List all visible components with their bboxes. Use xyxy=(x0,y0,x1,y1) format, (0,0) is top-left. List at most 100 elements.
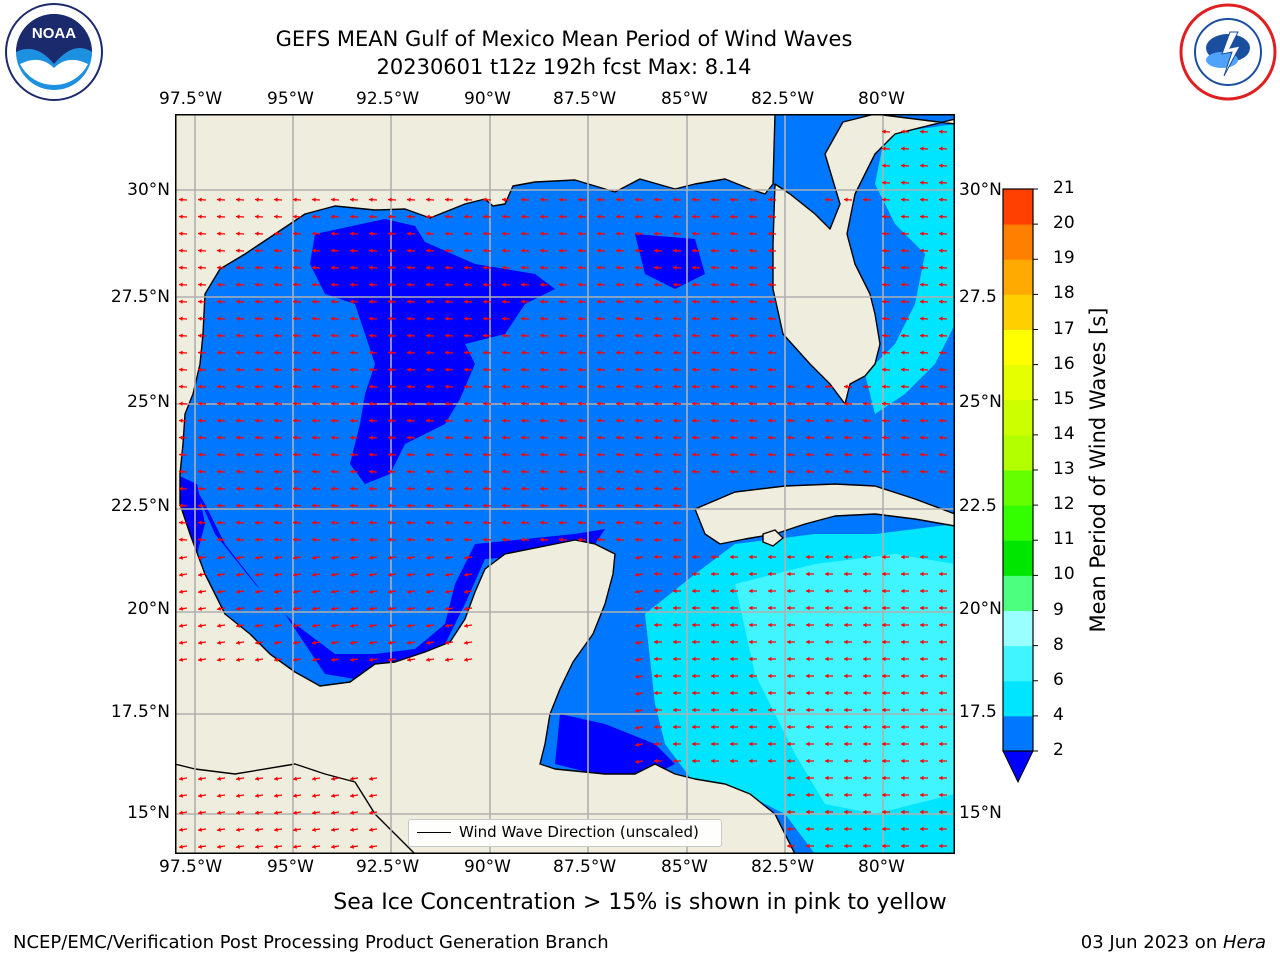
wave-arrow-head xyxy=(483,333,487,338)
colorbar-band xyxy=(1003,715,1033,752)
wave-arrow-head xyxy=(217,810,221,815)
wave-arrow-head xyxy=(787,826,791,832)
wave-arrow-head xyxy=(882,129,886,134)
wave-arrow-head xyxy=(711,452,715,457)
wave-arrow-head xyxy=(331,333,335,338)
wave-arrow-head xyxy=(920,401,924,406)
wave-arrow-head xyxy=(806,673,810,679)
wave-arrow-head xyxy=(939,724,943,730)
wave-arrow-head xyxy=(293,793,297,798)
wave-arrow-head xyxy=(825,707,829,713)
ocean-under-2s-honduras xyxy=(555,714,675,779)
wave-arrow-head xyxy=(616,282,620,287)
wave-arrow-head xyxy=(920,418,924,423)
wave-arrow-head xyxy=(749,724,753,730)
wave-arrow-head xyxy=(673,622,677,628)
wave-arrow-head xyxy=(445,333,449,338)
wave-arrow-head xyxy=(312,555,316,560)
wave-arrow-head xyxy=(350,572,354,577)
wave-arrow-head xyxy=(920,180,924,185)
wave-arrow-head xyxy=(654,435,658,440)
wave-arrow-head xyxy=(692,554,696,560)
wave-arrow-head xyxy=(768,690,772,696)
wave-arrow-head xyxy=(692,435,696,440)
wave-arrow-head xyxy=(692,588,696,594)
wave-arrow-head xyxy=(863,605,867,611)
wave-arrow-head xyxy=(331,418,335,423)
wave-arrow-head xyxy=(331,776,335,781)
wave-arrow-head xyxy=(692,690,696,696)
wave-arrow-head xyxy=(369,248,373,253)
wave-arrow-head xyxy=(464,214,468,219)
wave-arrow-head xyxy=(426,572,430,577)
wave-arrow-head xyxy=(540,299,544,304)
wave-arrow-head xyxy=(255,265,259,270)
wave-arrow-head xyxy=(274,810,278,815)
wave-arrow-head xyxy=(407,606,411,611)
wave-arrow-head xyxy=(293,418,297,423)
wave-arrow-head xyxy=(426,333,430,338)
wave-arrow-head xyxy=(806,554,810,560)
wave-arrow-head xyxy=(255,844,259,849)
wave-arrow-head xyxy=(198,844,202,849)
wave-arrow-head xyxy=(673,520,677,526)
wave-arrow-head xyxy=(255,197,259,202)
wave-arrow-head xyxy=(445,469,449,474)
wave-arrow-head xyxy=(882,350,886,355)
wave-arrow-head xyxy=(920,299,924,304)
wave-arrow-head xyxy=(863,724,867,730)
wave-arrow-head xyxy=(768,265,772,270)
wave-arrow-head xyxy=(654,350,658,355)
wave-arrow-head xyxy=(312,299,316,304)
colorbar-band xyxy=(1003,680,1033,717)
wave-arrow-head xyxy=(673,231,677,236)
wave-arrow-head xyxy=(863,707,867,713)
wave-arrow-head xyxy=(939,231,943,236)
wave-arrow-head xyxy=(236,537,240,542)
wave-arrow-head xyxy=(901,180,905,185)
wave-arrow-head xyxy=(350,316,354,321)
wave-arrow-head xyxy=(445,231,449,236)
wave-arrow-head xyxy=(768,724,772,730)
wave-arrow-head xyxy=(198,537,202,542)
wave-arrow-head xyxy=(369,469,373,474)
wave-arrow-head xyxy=(312,486,316,491)
wave-arrow-head xyxy=(483,469,487,474)
wave-arrow-head xyxy=(901,707,905,713)
wave-arrow-head xyxy=(179,384,183,389)
wave-arrow-head xyxy=(312,623,316,628)
wave-arrow-head xyxy=(274,606,278,611)
wave-arrow-head xyxy=(768,282,772,287)
wave-arrow-head xyxy=(179,486,183,491)
wave-arrow-head xyxy=(597,469,601,474)
wave-arrow-head xyxy=(388,299,392,304)
colorbar-band xyxy=(1003,470,1033,506)
wave-arrow-head xyxy=(635,469,639,474)
wave-arrow-head xyxy=(825,656,829,662)
wave-arrow-head xyxy=(654,282,658,287)
wave-arrow-head xyxy=(749,367,753,372)
wave-arrow-head xyxy=(711,333,715,338)
wave-arrow-head xyxy=(768,435,772,440)
wave-arrow-head xyxy=(920,333,924,338)
wave-arrow-head xyxy=(939,775,943,781)
wave-arrow-head xyxy=(350,401,354,406)
wave-arrow-head xyxy=(407,452,411,457)
wave-arrow-head xyxy=(673,418,677,423)
wave-arrow-head xyxy=(692,622,696,628)
wave-arrow-head xyxy=(597,486,601,491)
wave-arrow-head xyxy=(730,656,734,662)
wave-arrow-head xyxy=(939,163,943,168)
wave-arrow-head xyxy=(901,401,905,406)
wave-arrow-head xyxy=(445,401,449,406)
wave-arrow-head xyxy=(502,214,506,219)
wave-arrow-head xyxy=(350,265,354,270)
wave-arrow-head xyxy=(445,384,449,389)
wave-arrow-head xyxy=(179,197,183,202)
wave-arrow-head xyxy=(217,248,221,253)
wave-arrow-head xyxy=(198,231,202,236)
wave-arrow-head xyxy=(464,333,468,338)
wave-arrow-head xyxy=(312,401,316,406)
wave-arrow-head xyxy=(369,537,373,542)
wave-arrow-head xyxy=(825,826,829,832)
